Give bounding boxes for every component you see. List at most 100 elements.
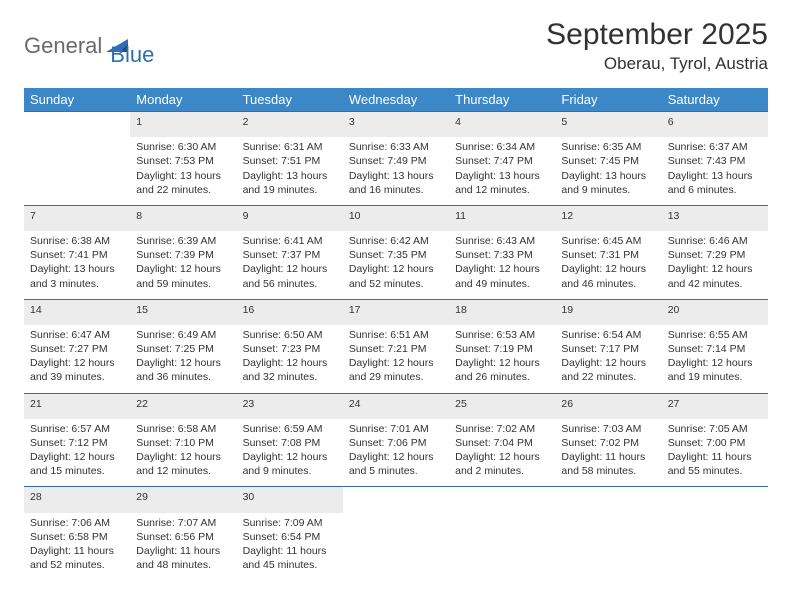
weekday-header-row: Sunday Monday Tuesday Wednesday Thursday…: [24, 88, 768, 112]
day-number-cell: 23: [237, 393, 343, 419]
day-info-cell: Sunrise: 7:05 AMSunset: 7:00 PMDaylight:…: [662, 419, 768, 487]
sunset-text: Sunset: 7:53 PM: [136, 154, 230, 168]
day-number-cell: 30: [237, 487, 343, 513]
weekday-header: Tuesday: [237, 88, 343, 112]
sunrise-text: Sunrise: 6:46 AM: [668, 234, 762, 248]
sunset-text: Sunset: 7:49 PM: [349, 154, 443, 168]
day-info-cell: Sunrise: 6:35 AMSunset: 7:45 PMDaylight:…: [555, 137, 661, 205]
daylight-text: Daylight: 12 hours and 56 minutes.: [243, 262, 337, 290]
sunrise-text: Sunrise: 6:42 AM: [349, 234, 443, 248]
daylight-text: Daylight: 13 hours and 22 minutes.: [136, 169, 230, 197]
day-info-row: Sunrise: 6:30 AMSunset: 7:53 PMDaylight:…: [24, 137, 768, 205]
day-info-cell: Sunrise: 6:33 AMSunset: 7:49 PMDaylight:…: [343, 137, 449, 205]
day-number-row: 21222324252627: [24, 393, 768, 419]
daylight-text: Daylight: 12 hours and 26 minutes.: [455, 356, 549, 384]
sunset-text: Sunset: 7:29 PM: [668, 248, 762, 262]
day-info-cell: Sunrise: 6:49 AMSunset: 7:25 PMDaylight:…: [130, 325, 236, 393]
daylight-text: Daylight: 11 hours and 48 minutes.: [136, 544, 230, 572]
sunset-text: Sunset: 7:41 PM: [30, 248, 124, 262]
daylight-text: Daylight: 12 hours and 29 minutes.: [349, 356, 443, 384]
day-info-cell: Sunrise: 6:37 AMSunset: 7:43 PMDaylight:…: [662, 137, 768, 205]
day-number-cell: 10: [343, 205, 449, 231]
day-info-cell: Sunrise: 6:51 AMSunset: 7:21 PMDaylight:…: [343, 325, 449, 393]
sunset-text: Sunset: 7:45 PM: [561, 154, 655, 168]
day-info-cell: Sunrise: 6:53 AMSunset: 7:19 PMDaylight:…: [449, 325, 555, 393]
daylight-text: Daylight: 11 hours and 58 minutes.: [561, 450, 655, 478]
sunrise-text: Sunrise: 6:37 AM: [668, 140, 762, 154]
day-number-cell: 16: [237, 299, 343, 325]
daylight-text: Daylight: 12 hours and 46 minutes.: [561, 262, 655, 290]
day-number-row: 282930: [24, 487, 768, 513]
day-number-row: 78910111213: [24, 205, 768, 231]
day-number-cell: [449, 487, 555, 513]
day-info-cell: Sunrise: 6:43 AMSunset: 7:33 PMDaylight:…: [449, 231, 555, 299]
sunrise-text: Sunrise: 6:55 AM: [668, 328, 762, 342]
day-number-cell: [662, 487, 768, 513]
sunset-text: Sunset: 6:54 PM: [243, 530, 337, 544]
location-label: Oberau, Tyrol, Austria: [546, 54, 768, 74]
sunrise-text: Sunrise: 6:38 AM: [30, 234, 124, 248]
sunrise-text: Sunrise: 6:43 AM: [455, 234, 549, 248]
sunset-text: Sunset: 7:08 PM: [243, 436, 337, 450]
sunrise-text: Sunrise: 6:58 AM: [136, 422, 230, 436]
sunrise-text: Sunrise: 7:09 AM: [243, 516, 337, 530]
day-number-cell: 6: [662, 112, 768, 138]
daylight-text: Daylight: 12 hours and 19 minutes.: [668, 356, 762, 384]
day-number-cell: 4: [449, 112, 555, 138]
day-info-cell: [449, 513, 555, 581]
page-title: September 2025: [546, 18, 768, 52]
day-info-cell: [555, 513, 661, 581]
day-number-cell: 24: [343, 393, 449, 419]
day-info-cell: Sunrise: 7:09 AMSunset: 6:54 PMDaylight:…: [237, 513, 343, 581]
day-info-cell: Sunrise: 6:41 AMSunset: 7:37 PMDaylight:…: [237, 231, 343, 299]
day-number-cell: 20: [662, 299, 768, 325]
sunrise-text: Sunrise: 6:39 AM: [136, 234, 230, 248]
sunrise-text: Sunrise: 6:34 AM: [455, 140, 549, 154]
day-number-cell: 5: [555, 112, 661, 138]
sunrise-text: Sunrise: 6:53 AM: [455, 328, 549, 342]
daylight-text: Daylight: 11 hours and 52 minutes.: [30, 544, 124, 572]
day-info-row: Sunrise: 6:47 AMSunset: 7:27 PMDaylight:…: [24, 325, 768, 393]
day-info-cell: Sunrise: 7:06 AMSunset: 6:58 PMDaylight:…: [24, 513, 130, 581]
day-info-cell: Sunrise: 6:55 AMSunset: 7:14 PMDaylight:…: [662, 325, 768, 393]
header: General Blue September 2025 Oberau, Tyro…: [24, 18, 768, 74]
sunrise-text: Sunrise: 6:45 AM: [561, 234, 655, 248]
day-number-cell: 21: [24, 393, 130, 419]
sunset-text: Sunset: 6:58 PM: [30, 530, 124, 544]
daylight-text: Daylight: 12 hours and 22 minutes.: [561, 356, 655, 384]
day-info-cell: Sunrise: 6:50 AMSunset: 7:23 PMDaylight:…: [237, 325, 343, 393]
day-number-row: 123456: [24, 112, 768, 138]
day-info-cell: Sunrise: 6:46 AMSunset: 7:29 PMDaylight:…: [662, 231, 768, 299]
day-info-cell: Sunrise: 6:39 AMSunset: 7:39 PMDaylight:…: [130, 231, 236, 299]
daylight-text: Daylight: 12 hours and 59 minutes.: [136, 262, 230, 290]
sunset-text: Sunset: 7:31 PM: [561, 248, 655, 262]
calendar-table: Sunday Monday Tuesday Wednesday Thursday…: [24, 88, 768, 580]
day-info-row: Sunrise: 7:06 AMSunset: 6:58 PMDaylight:…: [24, 513, 768, 581]
sunset-text: Sunset: 7:33 PM: [455, 248, 549, 262]
day-info-cell: Sunrise: 6:34 AMSunset: 7:47 PMDaylight:…: [449, 137, 555, 205]
day-info-cell: Sunrise: 6:59 AMSunset: 7:08 PMDaylight:…: [237, 419, 343, 487]
sunrise-text: Sunrise: 7:06 AM: [30, 516, 124, 530]
sunrise-text: Sunrise: 6:47 AM: [30, 328, 124, 342]
sunrise-text: Sunrise: 6:49 AM: [136, 328, 230, 342]
day-number-cell: 27: [662, 393, 768, 419]
day-info-cell: Sunrise: 6:42 AMSunset: 7:35 PMDaylight:…: [343, 231, 449, 299]
sunrise-text: Sunrise: 6:31 AM: [243, 140, 337, 154]
sunset-text: Sunset: 7:12 PM: [30, 436, 124, 450]
day-number-cell: 28: [24, 487, 130, 513]
day-number-cell: 2: [237, 112, 343, 138]
day-info-cell: Sunrise: 7:02 AMSunset: 7:04 PMDaylight:…: [449, 419, 555, 487]
daylight-text: Daylight: 12 hours and 32 minutes.: [243, 356, 337, 384]
daylight-text: Daylight: 13 hours and 12 minutes.: [455, 169, 549, 197]
sunrise-text: Sunrise: 6:41 AM: [243, 234, 337, 248]
day-info-row: Sunrise: 6:38 AMSunset: 7:41 PM Daylight:…: [24, 231, 768, 299]
sunset-text: Sunset: 7:00 PM: [668, 436, 762, 450]
day-info-cell: Sunrise: 6:57 AMSunset: 7:12 PMDaylight:…: [24, 419, 130, 487]
sunset-text: Sunset: 7:23 PM: [243, 342, 337, 356]
sunrise-text: Sunrise: 7:01 AM: [349, 422, 443, 436]
weekday-header: Sunday: [24, 88, 130, 112]
daylight-text: Daylight: 12 hours and 5 minutes.: [349, 450, 443, 478]
day-number-cell: 13: [662, 205, 768, 231]
daylight-text: Daylight: 12 hours and 52 minutes.: [349, 262, 443, 290]
daylight-text: Daylight: 12 hours and 36 minutes.: [136, 356, 230, 384]
